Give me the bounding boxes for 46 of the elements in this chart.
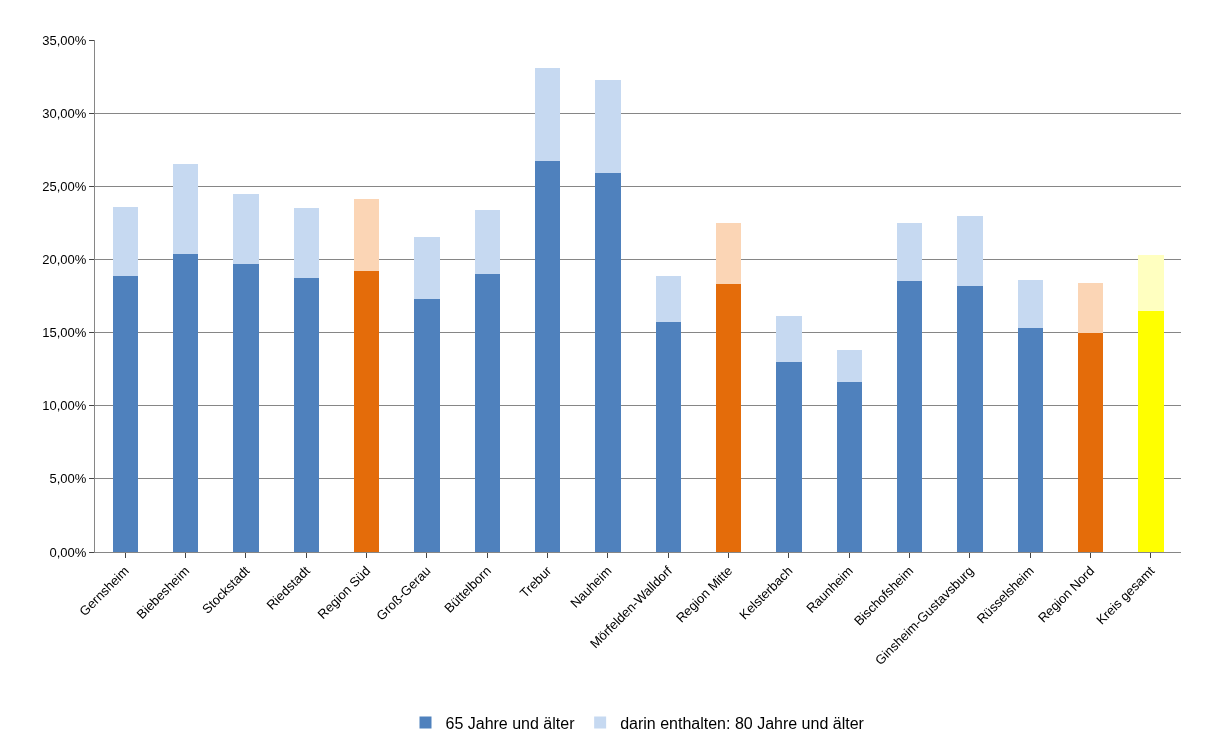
- bar: [655, 275, 681, 323]
- bar: [293, 208, 319, 279]
- bar: [1077, 332, 1104, 552]
- bar: [715, 222, 742, 285]
- bar: [896, 222, 923, 282]
- bar: [1077, 282, 1104, 333]
- bar: [353, 271, 380, 552]
- bar: [172, 164, 199, 254]
- bar: [715, 284, 742, 552]
- bar: [233, 263, 259, 552]
- bar: [1017, 279, 1043, 329]
- bar: [112, 275, 138, 552]
- bar: [776, 316, 802, 362]
- y-tick-label: 20,00%: [42, 251, 87, 267]
- bar: [172, 253, 199, 552]
- bar: [414, 237, 440, 299]
- y-tick-label: 15,00%: [42, 325, 87, 341]
- bar: [534, 161, 561, 552]
- y-tick-label: 25,00%: [42, 178, 87, 194]
- bar: [474, 209, 500, 275]
- legend-label: darin enthalten: 80 Jahre und älter: [620, 714, 865, 732]
- y-tick-label: 30,00%: [42, 105, 87, 121]
- y-tick-label: 0,00%: [49, 544, 87, 560]
- legend-label: 65 Jahre und älter: [445, 714, 576, 732]
- bar: [1017, 328, 1043, 552]
- bar: [534, 67, 561, 162]
- bar: [957, 285, 983, 552]
- bar: [293, 278, 319, 552]
- y-tick-label: 35,00%: [42, 32, 87, 48]
- bar: [836, 350, 862, 383]
- bar: [655, 322, 681, 552]
- bar: [595, 173, 621, 552]
- bar: [112, 206, 138, 276]
- y-tick-label: 5,00%: [49, 471, 87, 487]
- bar: [896, 281, 923, 552]
- bar: [1138, 255, 1164, 311]
- bar: [957, 215, 983, 286]
- bar: [233, 193, 259, 264]
- bar: [474, 274, 500, 552]
- bar: [1138, 310, 1164, 552]
- bar: [353, 199, 380, 272]
- bar: [414, 298, 440, 552]
- bar: [595, 79, 621, 174]
- bar: [836, 382, 862, 552]
- bar: [776, 361, 802, 552]
- y-tick-label: 10,00%: [42, 398, 87, 414]
